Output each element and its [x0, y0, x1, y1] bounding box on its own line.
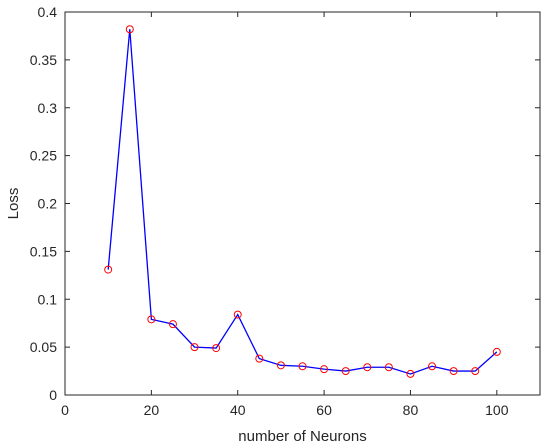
y-tick-label: 0.1: [38, 291, 58, 307]
data-point-marker: [492, 347, 501, 356]
data-point-marker: [125, 25, 134, 34]
data-point-marker: [471, 367, 480, 376]
data-point-marker: [298, 362, 307, 371]
y-tick-label: 0.3: [38, 100, 58, 116]
x-axis-ticks: 0 20 40 60 80 100: [61, 12, 509, 418]
x-tick-label: 0: [61, 402, 69, 418]
data-point-marker: [233, 310, 242, 319]
plot-area: [64, 11, 541, 396]
data-point-marker: [190, 343, 199, 352]
data-point-marker: [320, 365, 329, 374]
x-tick-label: 60: [316, 402, 332, 418]
data-point-marker: [428, 362, 437, 371]
y-tick-label: 0.2: [38, 196, 58, 212]
x-tick-label: 20: [144, 402, 160, 418]
data-point-marker: [168, 320, 177, 329]
x-axis-label: number of Neurons: [238, 428, 366, 445]
loss-series-line: [107, 29, 498, 375]
data-point-marker: [212, 344, 221, 353]
data-point-marker: [384, 363, 393, 372]
data-point-marker: [449, 367, 458, 376]
y-tick-label: 0.25: [30, 148, 57, 164]
data-point-marker: [276, 361, 285, 370]
data-point-marker: [406, 369, 415, 378]
y-tick-label: 0: [49, 387, 57, 403]
data-point-marker: [363, 363, 372, 372]
data-point-marker: [147, 315, 156, 324]
y-tick-label: 0.15: [30, 243, 57, 259]
data-point-marker: [341, 367, 350, 376]
y-tick-label: 0.35: [30, 52, 57, 68]
y-tick-label: 0.05: [30, 339, 57, 355]
y-axis-label: Loss: [5, 188, 22, 220]
x-tick-label: 100: [485, 402, 509, 418]
y-tick-label: 0.4: [38, 4, 58, 20]
data-point-marker: [255, 354, 264, 363]
x-tick-label: 80: [403, 402, 419, 418]
y-axis-ticks: 0 0.05 0.1 0.15 0.2 0.25 0.3 0.35 0.4: [30, 4, 540, 403]
x-tick-label: 40: [230, 402, 246, 418]
data-point-marker: [104, 265, 113, 274]
loss-series-markers: [104, 25, 501, 378]
